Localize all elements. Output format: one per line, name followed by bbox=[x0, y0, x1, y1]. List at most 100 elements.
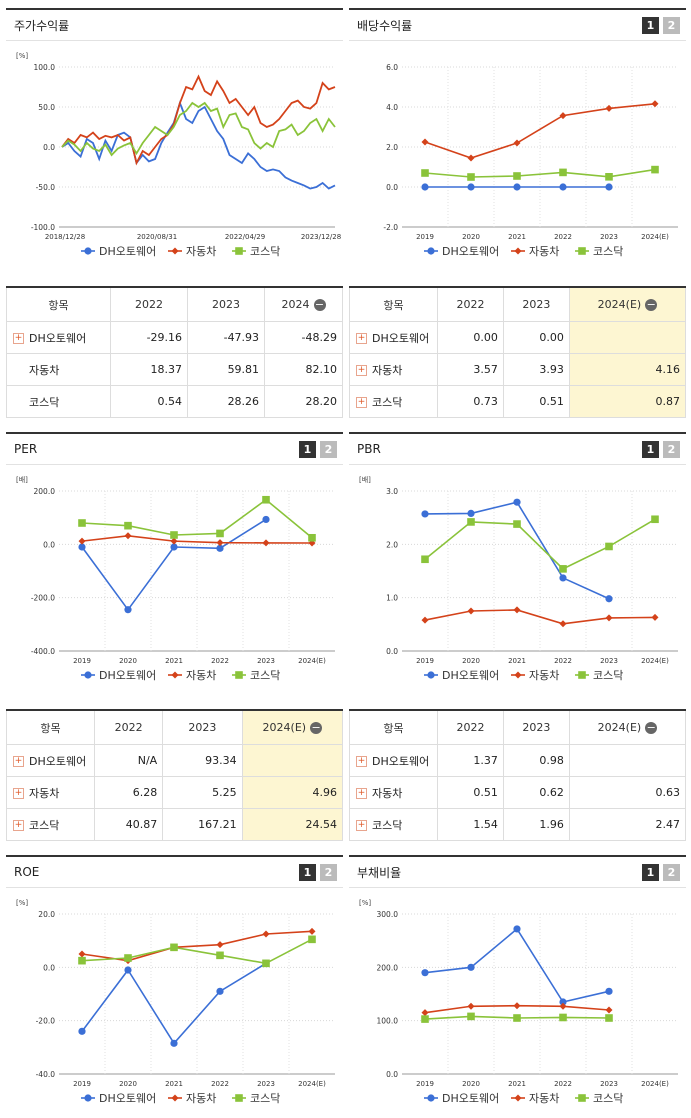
expand-icon[interactable]: + bbox=[356, 397, 367, 408]
data-point bbox=[216, 529, 224, 538]
table-cell: 0.51 bbox=[437, 776, 504, 809]
y-tick-label: -200.0 bbox=[31, 594, 55, 603]
row-label: + 자동차 bbox=[6, 776, 95, 809]
data-point bbox=[308, 927, 316, 935]
data-point bbox=[513, 1014, 521, 1022]
table-header-cell: 2022 bbox=[437, 709, 504, 745]
data-point bbox=[651, 100, 659, 108]
table-cell: 6.28 bbox=[93, 776, 164, 809]
data-point bbox=[514, 1094, 522, 1102]
expand-icon[interactable]: + bbox=[356, 788, 367, 799]
y-tick-label: 0.0 bbox=[43, 540, 55, 549]
table-header-cell: 2024(E) − bbox=[568, 709, 687, 745]
x-tick-label: 2021 bbox=[165, 1080, 183, 1088]
data-point bbox=[170, 1039, 178, 1047]
data-point bbox=[308, 935, 316, 944]
stock-return-panel: 주가수익률 [%] 100.0 50.0 0.0 -50.0 -100.0 2018/12/… bbox=[6, 8, 343, 268]
x-tick-label: 2021 bbox=[508, 1080, 526, 1088]
expand-icon[interactable]: + bbox=[13, 820, 24, 831]
x-tick-label: 2019 bbox=[416, 657, 434, 665]
table-cell: 3.93 bbox=[502, 353, 570, 386]
expand-icon[interactable]: + bbox=[13, 333, 24, 344]
page-2-button[interactable]: 2 bbox=[320, 440, 337, 458]
expand-icon[interactable]: + bbox=[356, 333, 367, 344]
table-header-cell: 항목 bbox=[349, 286, 438, 322]
table-header-cell: 2022 bbox=[437, 286, 504, 322]
table-cell: 2.47 bbox=[568, 808, 687, 841]
y-tick-label: 4.0 bbox=[386, 103, 398, 112]
collapse-icon[interactable]: − bbox=[645, 721, 658, 734]
dividend-yield-table: 항목 2022 2023 2024(E) − + DH오토웨어 0.00 0.00 + 자동차 3.5… bbox=[349, 286, 687, 418]
expand-icon[interactable]: + bbox=[13, 788, 24, 799]
x-tick-label: 2023 bbox=[257, 657, 275, 665]
legend-label: 코스닥 bbox=[593, 1092, 623, 1105]
x-tick-label: 2023 bbox=[600, 657, 618, 665]
dividend-yield-chart: 6.0 4.0 2.0 0.0 -2.0 2019 2020 2021 2022 2023 2024… bbox=[383, 63, 678, 258]
unit-label: [%] bbox=[16, 52, 28, 60]
data-point bbox=[651, 613, 659, 621]
page-1-button[interactable]: 1 bbox=[642, 16, 659, 34]
collapse-icon[interactable]: − bbox=[310, 721, 323, 734]
y-tick-label: -400.0 bbox=[31, 647, 55, 656]
expand-icon[interactable]: + bbox=[356, 756, 367, 767]
data-point bbox=[559, 620, 567, 628]
legend-label: DH오토웨어 bbox=[442, 669, 499, 682]
data-point bbox=[421, 510, 429, 518]
expand-icon[interactable]: + bbox=[13, 756, 24, 767]
data-point bbox=[559, 1002, 567, 1010]
x-tick-label: 2022 bbox=[211, 657, 229, 665]
data-point bbox=[171, 1094, 179, 1102]
page-1-button[interactable]: 1 bbox=[642, 863, 659, 881]
data-point bbox=[84, 1094, 92, 1102]
collapse-icon[interactable]: − bbox=[313, 298, 326, 311]
table-cell: 4.16 bbox=[568, 353, 687, 386]
table-header-row: 항목 2022 2023 2024− bbox=[6, 286, 343, 322]
expand-icon[interactable]: + bbox=[356, 365, 367, 376]
data-point bbox=[78, 543, 86, 551]
data-point bbox=[78, 1027, 86, 1035]
page-1-button[interactable]: 1 bbox=[299, 440, 316, 458]
series-line bbox=[81, 938, 313, 965]
data-point bbox=[605, 173, 613, 181]
data-point bbox=[124, 954, 132, 962]
data-point bbox=[513, 183, 521, 191]
row-label: 자동차 bbox=[6, 353, 111, 386]
data-point bbox=[78, 519, 86, 527]
legend-label: 코스닥 bbox=[593, 669, 623, 682]
per-table: 항목 2022 2023 2024(E) − + DH오토웨어 N/A 93.34 + 자동차 6.2… bbox=[6, 709, 344, 841]
collapse-icon[interactable]: − bbox=[645, 298, 658, 311]
panel-header: 부채비율 1 2 bbox=[349, 857, 686, 888]
data-point bbox=[124, 966, 132, 974]
table-header-cell: 2022 bbox=[93, 709, 164, 745]
x-tick-label: 2020 bbox=[462, 1080, 480, 1088]
data-point bbox=[78, 537, 86, 545]
x-tick-label: 2020 bbox=[462, 233, 480, 241]
page-2-button[interactable]: 2 bbox=[663, 440, 680, 458]
page-2-button[interactable]: 2 bbox=[663, 16, 680, 34]
page-2-button[interactable]: 2 bbox=[320, 863, 337, 881]
unit-label: [배] bbox=[16, 475, 28, 484]
table-header-cell: 2023 bbox=[502, 286, 570, 322]
data-point bbox=[605, 1014, 613, 1022]
expand-icon[interactable]: + bbox=[356, 820, 367, 831]
page-2-button[interactable]: 2 bbox=[663, 863, 680, 881]
data-point bbox=[513, 925, 521, 933]
table-cell: 40.87 bbox=[93, 808, 164, 841]
x-tick-label: 2020 bbox=[119, 657, 137, 665]
table-row: + DH오토웨어 -29.16 -47.93 -48.29 bbox=[6, 321, 343, 354]
data-point bbox=[216, 941, 224, 949]
page-1-button[interactable]: 1 bbox=[642, 440, 659, 458]
table-row: + DH오토웨어 1.37 0.98 bbox=[349, 744, 687, 777]
panel-header: PER 1 2 bbox=[6, 434, 343, 465]
legend-label: 코스닥 bbox=[250, 669, 280, 682]
y-tick-label: 0.0 bbox=[386, 647, 398, 656]
series-line bbox=[424, 609, 656, 625]
page-1-button[interactable]: 1 bbox=[299, 863, 316, 881]
debt-ratio-panel: 부채비율 1 2 [%] 300.0 200.0 100.0 0.0 2019 2020 20… bbox=[349, 855, 686, 1115]
table-row: + 자동차 0.51 0.62 0.63 bbox=[349, 776, 687, 809]
legend-label: 코스닥 bbox=[250, 1092, 280, 1105]
table-row: + DH오토웨어 N/A 93.34 bbox=[6, 744, 344, 777]
x-tick-label: 2024(E) bbox=[298, 657, 326, 665]
legend-label: DH오토웨어 bbox=[99, 245, 156, 258]
pbr-chart: [배] 3.0 2.0 1.0 0.0 2019 2020 2021 2022 2023 2024(… bbox=[359, 475, 678, 682]
